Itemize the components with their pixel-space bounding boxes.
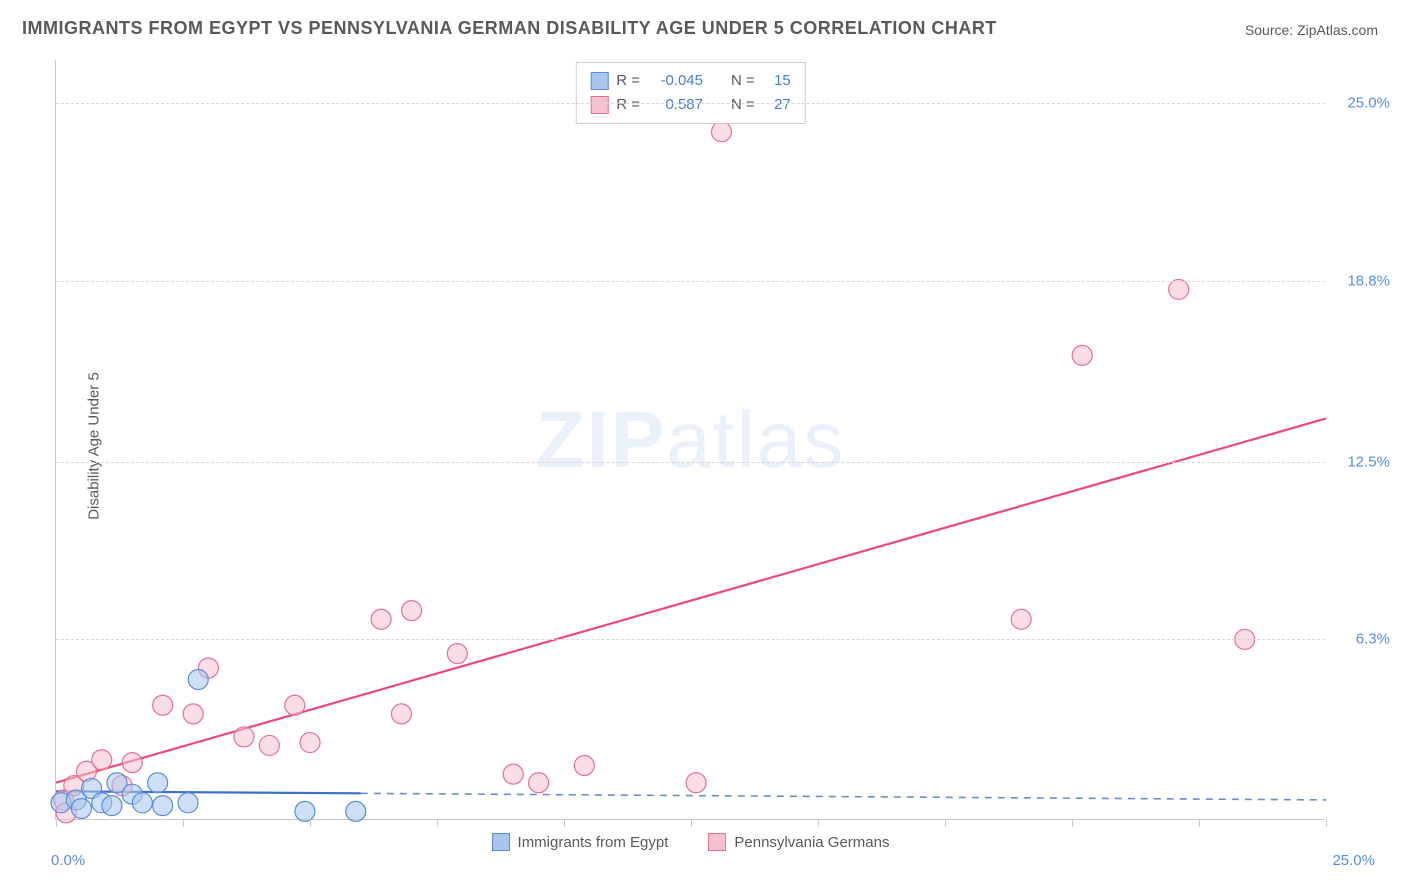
grid-line <box>56 103 1325 104</box>
pagerman-r-value: 0.587 <box>648 93 703 117</box>
egypt-r-value: -0.045 <box>648 69 703 93</box>
y-tick-label: 6.3% <box>1356 631 1390 648</box>
n-label: N = <box>731 69 755 93</box>
top-legend-row-pagerman: R = 0.587 N = 27 <box>590 93 791 117</box>
plot-area: ZIPatlas 0.0% 25.0% Immigrants from Egyp… <box>55 60 1325 820</box>
grid-line <box>56 639 1325 640</box>
y-tick-label: 12.5% <box>1347 453 1390 470</box>
top-legend: R = -0.045 N = 15 R = 0.587 N = 27 <box>575 62 806 124</box>
egypt-n-value: 15 <box>763 69 791 93</box>
legend-label-pagerman: Pennsylvania Germans <box>734 834 889 851</box>
top-swatch-egypt <box>590 72 608 90</box>
legend-swatch-egypt <box>492 833 510 851</box>
chart-title: IMMIGRANTS FROM EGYPT VS PENNSYLVANIA GE… <box>22 18 997 39</box>
y-tick-label: 18.8% <box>1347 272 1390 289</box>
y-tick-label: 25.0% <box>1347 95 1390 112</box>
r-label-2: R = <box>616 93 640 117</box>
x-tick <box>437 819 438 827</box>
top-legend-row-egypt: R = -0.045 N = 15 <box>590 69 791 93</box>
x-max-label: 25.0% <box>1332 852 1375 869</box>
x-tick <box>945 819 946 827</box>
grid-line <box>56 281 1325 282</box>
chart-svg <box>56 60 1325 819</box>
x-tick <box>1199 819 1200 827</box>
n-label-2: N = <box>731 93 755 117</box>
top-swatch-pagerman <box>590 96 608 114</box>
legend-swatch-pagerman <box>708 833 726 851</box>
x-tick <box>1072 819 1073 827</box>
x-tick <box>564 819 565 827</box>
source-label: Source: ZipAtlas.com <box>1245 22 1378 38</box>
x-min-label: 0.0% <box>51 852 85 869</box>
x-tick <box>310 819 311 827</box>
legend-item-pagerman: Pennsylvania Germans <box>708 833 889 851</box>
r-label: R = <box>616 69 640 93</box>
legend-label-egypt: Immigrants from Egypt <box>518 834 669 851</box>
pagerman-n-value: 27 <box>763 93 791 117</box>
x-tick <box>1326 819 1327 827</box>
bottom-legend: Immigrants from Egypt Pennsylvania Germa… <box>492 833 890 851</box>
legend-item-egypt: Immigrants from Egypt <box>492 833 669 851</box>
grid-line <box>56 462 1325 463</box>
x-tick <box>56 819 57 827</box>
x-tick <box>183 819 184 827</box>
x-tick <box>691 819 692 827</box>
x-tick <box>818 819 819 827</box>
